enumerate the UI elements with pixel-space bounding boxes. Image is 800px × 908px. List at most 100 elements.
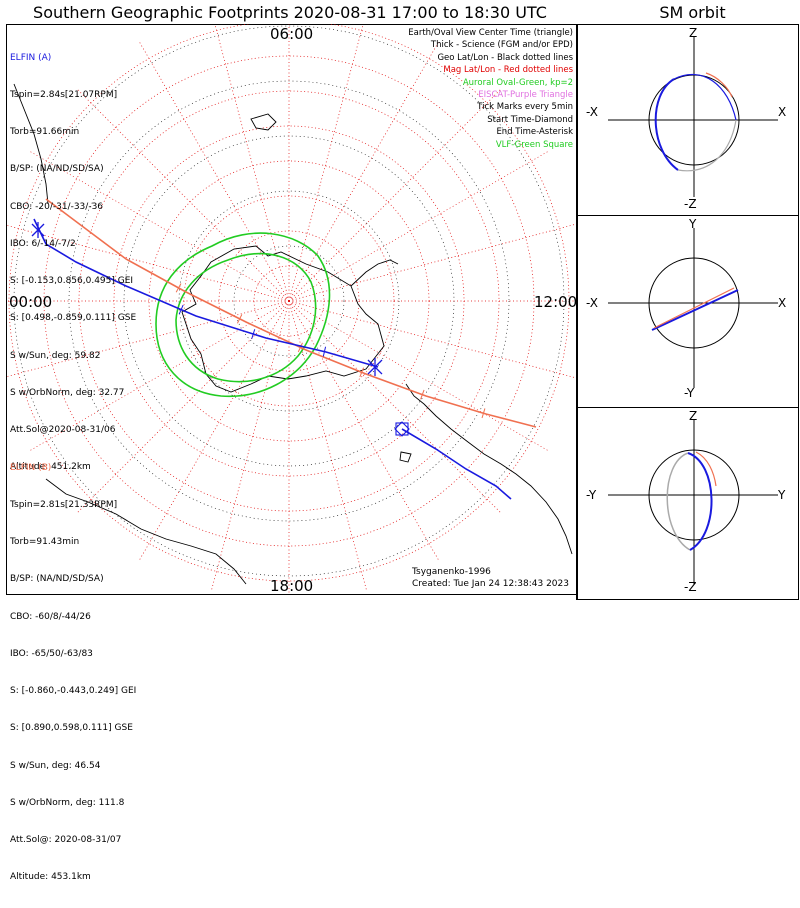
- footprint-map: [6, 24, 577, 595]
- longitude-spoke: [288, 300, 440, 561]
- orbit-tick-mark: [236, 314, 243, 324]
- elfin-b-line: Altitude: 453.1km: [10, 872, 91, 883]
- elfin-a-line: CBO: -20/-31/-33/-36: [10, 201, 104, 212]
- sm-orbit-yz-plot: [608, 420, 778, 584]
- map-legend: Earth/Oval View Center Time (triangle) T…: [408, 27, 573, 151]
- elfin-a-line: Att.Sol@2020-08-31/06: [10, 425, 116, 435]
- clock-label-right: 12:00: [534, 293, 578, 311]
- africa-coastline: [13, 83, 49, 205]
- sm-orbit-panel-xz: Z -Z -X X: [577, 24, 799, 216]
- orbit-tick-mark: [420, 389, 425, 400]
- coastlines: [13, 83, 573, 585]
- longitude-spoke: [288, 300, 577, 379]
- created-timestamp: Created: Tue Jan 24 12:38:43 2023: [412, 579, 569, 589]
- antarctica-coastline: [181, 245, 385, 393]
- elfin-b-line: S: [0.890,0.598,0.111] GSE: [10, 723, 133, 734]
- axis-label-left: -Y: [586, 488, 597, 502]
- orbit-tick-mark: [175, 283, 182, 293]
- elfin-b-line: S: [-0.860,-0.443,0.249] GEI: [10, 686, 137, 697]
- sm-orbit-xz-plot: [608, 37, 778, 197]
- longitude-spoke: [138, 41, 290, 302]
- longitude-spoke: [6, 300, 290, 378]
- elfin-a-line: Tspin=2.84s[21.07RPM]: [10, 90, 118, 101]
- sm-orbit-panel-yz: Z -Z -Y Y: [577, 407, 799, 600]
- axis-label-left: -X: [586, 296, 598, 310]
- auroral-oval: [155, 232, 331, 398]
- elfin-b-line: B/SP: (NA/ND/SD/SA): [10, 574, 104, 585]
- elfin-a-start-diamond: [394, 421, 410, 437]
- longitude-spoke: [288, 300, 549, 452]
- legend-entry: Geo Lat/Lon - Black dotted lines: [437, 52, 573, 63]
- legend-entry: Mag Lat/Lon - Red dotted lines: [443, 65, 573, 76]
- elfin-a-line: Torb=91.66min: [10, 127, 80, 138]
- longitude-spoke: [211, 300, 290, 591]
- longitude-spoke: [214, 24, 290, 302]
- elfin-b-line: Tspin=2.81s[21.33RPM]: [10, 500, 118, 511]
- elfin-a-line: IBO: 6/-14/-7/2: [10, 238, 76, 249]
- longitude-spoke: [76, 300, 290, 514]
- australia-coastline: [45, 478, 247, 585]
- elfin-a-line: S: [0.498,-0.859,0.111] GSE: [10, 313, 137, 324]
- island-outline: [399, 451, 412, 463]
- axis-label-right: X: [778, 105, 787, 119]
- legend-entry: End Time-Asterisk: [496, 127, 573, 138]
- island-outline: [250, 113, 277, 131]
- elfin-a-end-asterisk: [31, 222, 383, 376]
- legend-entry: Start Time-Diamond: [487, 114, 573, 125]
- longitude-spoke: [29, 300, 290, 452]
- elfin-a-header: ELFIN (A): [10, 52, 52, 63]
- elfin-a-line: S: [-0.153,0.856,0.495] GEI: [10, 276, 134, 287]
- elfin-a-line: B/SP: (NA/ND/SD/SA): [10, 164, 104, 175]
- longitude-spoke: [6, 224, 290, 302]
- axis-label-right: X: [778, 296, 787, 310]
- orbit-tick-mark: [481, 408, 486, 419]
- legend-entry: Thick - Science (FGM and/or EPD): [430, 40, 573, 51]
- elfin-b-line: IBO: -65/50/-63/83: [10, 648, 93, 659]
- legend-entry: VLF-Green Square: [495, 139, 573, 150]
- orbit-tick-mark: [251, 329, 256, 339]
- elfin-a-info: ELFIN (A) Tspin=2.84s[21.07RPM] Torb=91.…: [10, 27, 136, 498]
- elfin-b-line: Torb=91.43min: [10, 537, 80, 548]
- longitude-spoke: [288, 223, 577, 302]
- longitude-spoke: [288, 24, 364, 302]
- longitude-spoke: [76, 88, 290, 302]
- clock-label-left: 00:00: [9, 293, 53, 311]
- south-america-coastline: [405, 383, 573, 555]
- orbit-tick-mark: [322, 346, 327, 357]
- axis-label-right: Y: [778, 488, 786, 502]
- orbit-tick-mark: [297, 342, 303, 353]
- longitude-spoke: [138, 300, 290, 561]
- sm-orbit-title: SM orbit: [659, 3, 726, 22]
- elfin-a-orbit-track: [33, 218, 512, 500]
- legend-entry: Earth/Oval View Center Time (triangle): [408, 28, 573, 38]
- sm-orbit-panel-xy: Y -Y -X X: [577, 215, 799, 408]
- axis-label-left: -X: [586, 105, 598, 119]
- longitude-spoke: [29, 150, 290, 302]
- axis-label-top: Z: [689, 26, 698, 40]
- axis-label-bottom: -Z: [684, 580, 697, 594]
- elfin-b-line: CBO: -60/8/-44/26: [10, 611, 91, 622]
- longitude-spoke: [288, 41, 440, 302]
- footprint-map-panel: 06:00 00:00 12:00 18:00 ELFIN (A) Tspin=…: [6, 24, 578, 882]
- axis-label-top: Z: [689, 409, 698, 423]
- orbit-track-line: [33, 218, 379, 368]
- elfin-a-line: Altitude: 451.2km: [10, 462, 91, 473]
- elfin-b-info: ELFIN (B) Tspin=2.81s[21.33RPM] Torb=91.…: [10, 437, 136, 908]
- map-title: Southern Geographic Footprints 2020-08-3…: [33, 3, 547, 22]
- panel-divider: [576, 24, 577, 600]
- legend-entry: Tick Marks every 5min: [477, 102, 573, 113]
- antarctic-peninsula-coastline: [350, 259, 399, 287]
- elfin-b-line: S w/Sun, deg: 46.54: [10, 760, 101, 771]
- orbit-track-line: [45, 198, 537, 428]
- axis-label-bottom: -Z: [684, 197, 697, 211]
- sm-orbit-xy-plot: [608, 228, 778, 388]
- clock-label-top: 06:00: [270, 25, 314, 43]
- orbit-tick-mark: [359, 367, 365, 378]
- longitude-spoke: [288, 300, 502, 514]
- elfin-b-line: Att.Sol@: 2020-08-31/07: [10, 835, 122, 845]
- axis-label-top: Y: [689, 217, 697, 231]
- elfin-a-line: S w/OrbNorm, deg: 32.77: [10, 387, 125, 398]
- elfin-b-orbit-track: [45, 198, 537, 428]
- model-credit: Tsyganenko-1996: [412, 567, 491, 577]
- legend-entry: Auroral Oval-Green, kp=2: [462, 77, 573, 88]
